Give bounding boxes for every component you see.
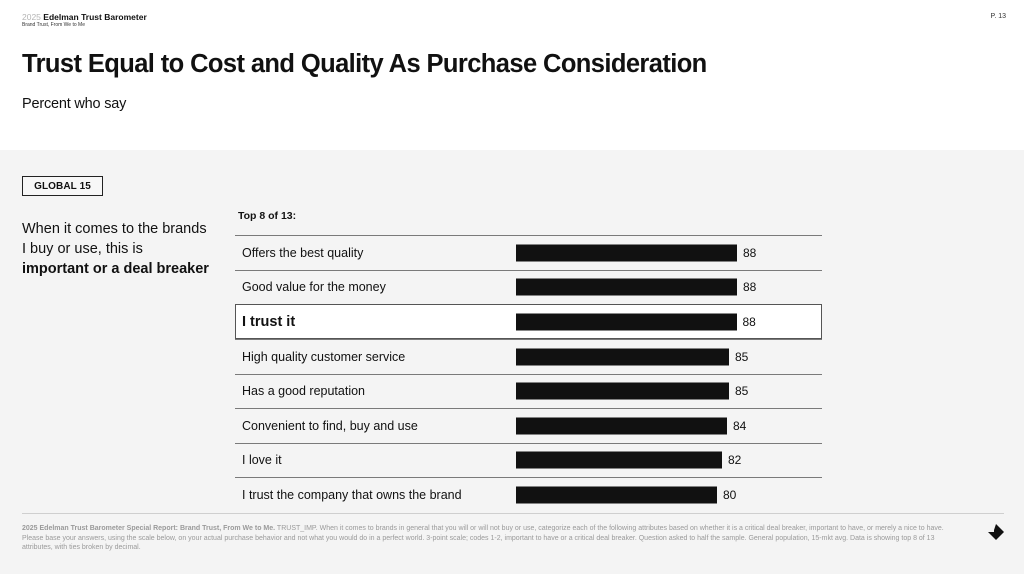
question-text: When it comes to the brands I buy or use…: [22, 219, 212, 279]
brand-year: 2025: [22, 12, 41, 22]
chart-title: Top 8 of 13:: [238, 210, 297, 222]
chart-row: Offers the best quality 88: [235, 235, 822, 270]
footnote-source: 2025 Edelman Trust Barometer Special Rep…: [22, 525, 276, 532]
question-regular: When it comes to the brands I buy or use…: [22, 221, 207, 257]
chart-bar-value: 85: [735, 349, 749, 364]
chart-bar: [516, 244, 737, 262]
page-number: P. 13: [990, 13, 1006, 20]
page-subtitle: Percent who say: [22, 96, 127, 112]
chart-row-label: Convenient to find, buy and use: [242, 418, 418, 433]
region-badge: GLOBAL 15: [22, 176, 103, 196]
chart-bar: [516, 417, 727, 435]
chart-row: I trust the company that owns the brand 8…: [235, 477, 822, 512]
chart-bar-value: 88: [742, 314, 756, 329]
chart-bar-value: 85: [735, 384, 749, 399]
chart-row-label: Has a good reputation: [242, 384, 366, 399]
chart-row-label: I trust it: [242, 313, 296, 330]
chart-bar: [516, 348, 729, 366]
chart-bar: [516, 451, 722, 469]
question-bold: important or a deal breaker: [22, 261, 209, 277]
chart-row-label: High quality customer service: [242, 349, 406, 364]
bar-chart: Offers the best quality 88 Good value for …: [235, 235, 822, 512]
footer-divider: [22, 513, 1004, 514]
chart-bar: [515, 313, 737, 330]
chart-bar-value: 88: [743, 245, 757, 260]
chart-bar-value: 84: [733, 418, 747, 433]
chart-row-label: Good value for the money: [242, 280, 386, 295]
chart-row: I love it 82: [235, 442, 822, 478]
chart-row-label: I love it: [242, 453, 282, 468]
chart-row: High quality customer service 85: [235, 339, 822, 374]
chart-bar-value: 80: [723, 487, 737, 502]
chart-row-label: I trust the company that owns the brand: [242, 487, 462, 502]
arrow-down-right-icon[interactable]: [985, 522, 1005, 542]
chart-row-label: Offers the best quality: [242, 245, 364, 260]
footnote-text: TRUST_IMP. When it comes to brands in ge…: [22, 525, 944, 552]
chart-row: Good value for the money 88: [235, 269, 822, 305]
content-panel: [0, 150, 1024, 574]
brand-subtitle: Brand Trust, From We to Me: [22, 22, 85, 28]
chart-bar: [516, 382, 729, 400]
page-title: Trust Equal to Cost and Quality As Purch…: [22, 50, 707, 78]
brand-name: Edelman Trust Barometer: [43, 12, 147, 22]
chart-row: Convenient to find, buy and use 84: [235, 408, 822, 443]
chart-bar: [516, 278, 737, 296]
footnote: 2025 Edelman Trust Barometer Special Rep…: [22, 524, 962, 553]
chart-bar: [516, 486, 717, 504]
report-header: 2025 Edelman Trust Barometer Brand Trust…: [22, 12, 147, 29]
chart-row-highlighted: I trust it 88: [235, 304, 822, 339]
brand-title: 2025 Edelman Trust Barometer: [22, 12, 147, 22]
chart-bar-value: 88: [743, 280, 757, 295]
chart-bar-value: 82: [728, 453, 742, 468]
chart-row: Has a good reputation 85: [235, 373, 822, 409]
